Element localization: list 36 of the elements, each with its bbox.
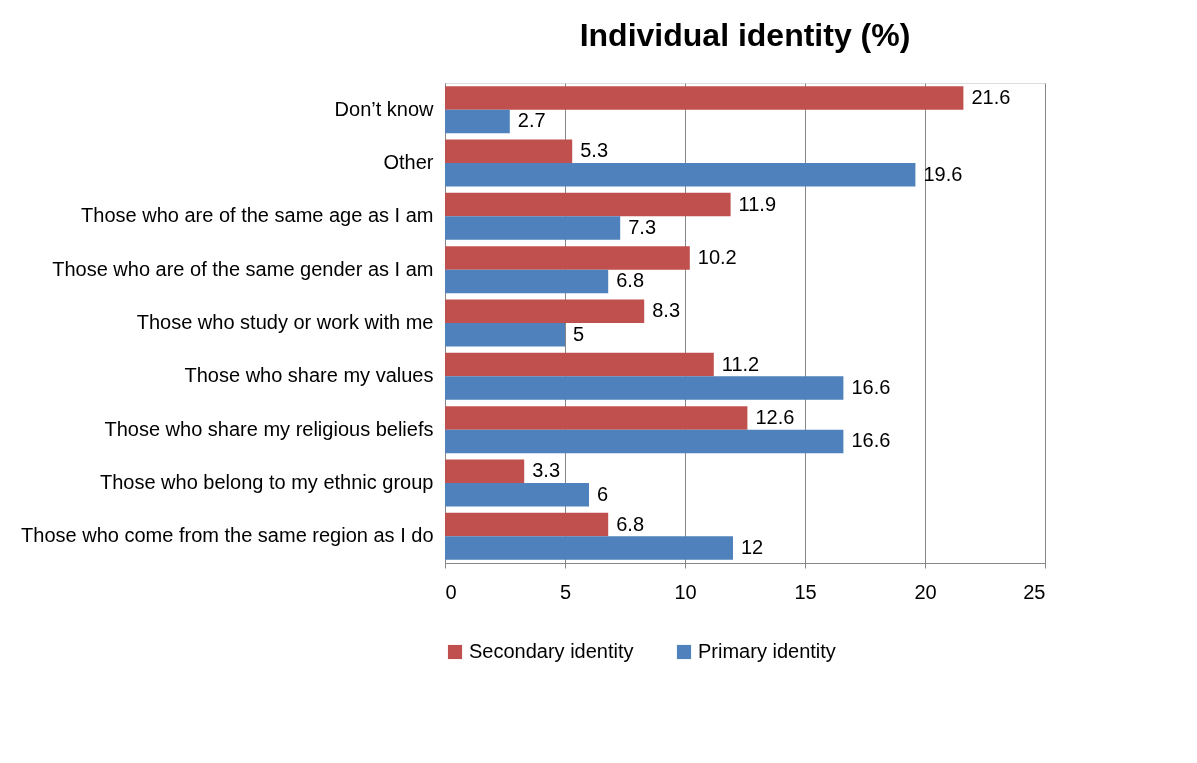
y-tick-label: Don’t know <box>334 97 435 120</box>
data-label: 6.8 <box>616 512 645 535</box>
x-tick-label: 25 <box>1023 580 1046 603</box>
chart-title: Individual identity (%) <box>579 17 911 53</box>
data-label: 11.9 <box>738 192 777 215</box>
data-label: 6.8 <box>616 269 645 292</box>
y-tick-label: Those who come from the same region as I do <box>21 524 434 547</box>
data-label: 12.6 <box>755 405 795 428</box>
x-tick-label: 5 <box>559 580 572 603</box>
legend-label: Primary identity <box>698 640 836 662</box>
x-tick-label: 10 <box>674 580 697 603</box>
data-label: 11.2 <box>721 352 760 375</box>
x-tick-label: 15 <box>794 580 817 603</box>
y-tick-label: Those who belong to my ethnic group <box>99 471 434 493</box>
data-label: 16.6 <box>851 429 891 452</box>
x-tick-label: 20 <box>914 580 937 603</box>
data-label: 12 <box>741 536 764 559</box>
data-label: 7.3 <box>628 216 657 239</box>
legend-label: Secondary identity <box>469 640 634 662</box>
x-tick-label: 0 <box>445 580 457 603</box>
y-tick-label: Those who are of the same age as I am <box>81 204 434 227</box>
data-label: 19.6 <box>923 162 963 185</box>
y-tick-label: Those who study or work with me <box>136 311 434 333</box>
y-tick-label: Those who share my values <box>184 364 434 387</box>
data-label: 6 <box>597 482 609 505</box>
data-label: 10.2 <box>697 245 737 268</box>
data-label: 5 <box>573 322 585 345</box>
data-label: 21.6 <box>971 85 1011 108</box>
data-label: 5.3 <box>580 139 609 162</box>
data-label: 2.7 <box>517 109 546 132</box>
data-label: 3.3 <box>532 459 561 482</box>
y-tick-label: Those who are of the same gender as I am <box>52 257 434 280</box>
y-tick-label: Those who share my religious beliefs <box>104 417 434 440</box>
data-label: 16.6 <box>851 376 891 399</box>
data-label: 8.3 <box>652 299 681 322</box>
y-tick-label: Other <box>383 151 434 173</box>
